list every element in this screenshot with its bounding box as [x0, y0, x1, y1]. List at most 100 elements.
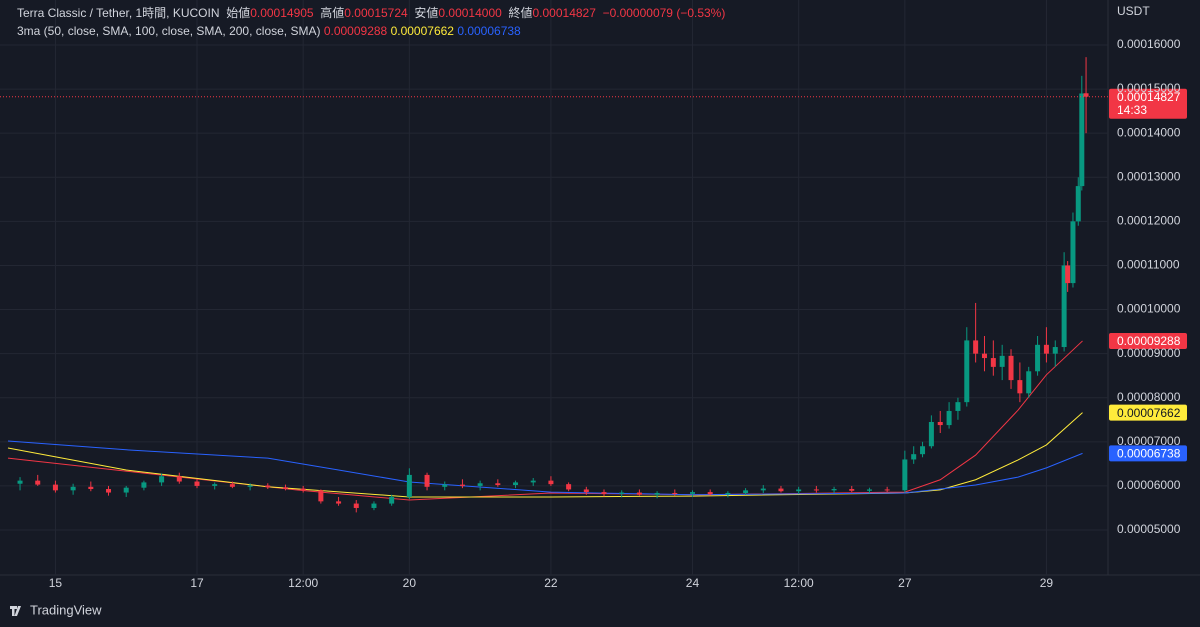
candle-body — [583, 489, 589, 493]
candle-body — [725, 492, 731, 495]
candle-body — [955, 402, 961, 411]
x-tick-label: 20 — [403, 576, 417, 590]
candle-body — [831, 489, 837, 491]
unit-label: USDT — [1117, 4, 1150, 18]
spacer — [502, 6, 509, 20]
ohlc-value: 0.00014905 — [250, 6, 314, 20]
candle-body — [981, 353, 987, 359]
x-tick-label: 24 — [686, 576, 700, 590]
candle-body — [796, 489, 802, 492]
candle-body — [566, 484, 572, 490]
ohlc-label: 始値 — [226, 5, 250, 20]
legend-header: Terra Classic / Tether, 1時間, KUCOIN 始値0.… — [17, 5, 725, 20]
candle-body — [672, 492, 678, 494]
candle-body — [282, 487, 288, 489]
indicator-legend: 3ma (50, close, SMA, 100, close, SMA, 20… — [17, 24, 521, 38]
candle-body — [778, 488, 784, 492]
candle-body — [1052, 347, 1058, 354]
candle-body — [353, 503, 359, 508]
candle-body — [928, 421, 934, 447]
change-pct: (−0.53%) — [676, 6, 725, 20]
candle-body — [973, 340, 979, 354]
candle-body — [548, 480, 554, 485]
ma-price-tag — [1109, 332, 1187, 349]
candle-body — [849, 489, 855, 491]
brand: TradingView — [10, 602, 102, 617]
candle-body — [743, 490, 749, 493]
candle-body — [336, 501, 342, 504]
ohlc-label: 終値 — [508, 5, 532, 20]
ohlc-label: 高値 — [320, 5, 344, 20]
candle-body — [990, 358, 996, 367]
x-tick-label: 29 — [1040, 576, 1054, 590]
ohlc-value: 0.00014000 — [438, 6, 502, 20]
change: −0.00000079 — [603, 6, 674, 20]
overlay: 0.00009288 0.00007662 0.00006738 0.00014827… — [0, 88, 1187, 462]
candle-body — [689, 492, 695, 494]
candle-body — [106, 489, 112, 493]
y-tick-label: 0.00009000 — [1117, 346, 1181, 360]
y-tick-label: 0.00006000 — [1117, 478, 1181, 492]
countdown: 14:33 — [1117, 103, 1147, 117]
indicator-value: 0.00007662 — [391, 24, 455, 38]
candle-body — [654, 492, 660, 495]
candle-body — [176, 476, 182, 482]
x-tick-label: 22 — [544, 576, 558, 590]
ohlc-value: 0.00014827 — [532, 6, 596, 20]
candle-body — [813, 489, 819, 491]
x-tick-label: 17 — [190, 576, 204, 590]
price-tag-label: 0.00014827 — [1117, 90, 1181, 104]
candle-body — [247, 485, 253, 487]
candle-body — [459, 484, 465, 486]
plot — [7, 57, 1089, 513]
candle-body — [1043, 344, 1049, 354]
y-tick-label: 0.00005000 — [1117, 522, 1181, 536]
ma-price-tag — [1109, 445, 1187, 462]
candle-body — [1070, 221, 1076, 284]
y-tick-label: 0.00015000 — [1117, 81, 1181, 95]
candle-body — [999, 355, 1005, 367]
price-tag — [1109, 88, 1187, 119]
candle-body — [265, 485, 271, 488]
candle-body — [35, 480, 41, 485]
y-tick-label: 0.00014000 — [1117, 125, 1181, 139]
candle-body — [212, 484, 218, 486]
y-tick-label: 0.00010000 — [1117, 302, 1181, 316]
candle-body — [866, 489, 872, 491]
ohlc-label: 安値 — [414, 5, 438, 20]
candle-body — [424, 474, 430, 487]
spacer — [408, 6, 415, 20]
ma-price-tag-label: 0.00009288 — [1117, 334, 1181, 348]
ma-price-tag — [1109, 404, 1187, 421]
indicator-name: 3ma (50, close, SMA, 100, close, SMA, 20… — [17, 24, 320, 38]
candle-body — [1061, 265, 1067, 348]
candle-body — [194, 481, 200, 486]
candle-body — [17, 480, 23, 484]
candle-body — [141, 482, 147, 488]
candle-body — [513, 482, 519, 486]
candle-body — [911, 454, 917, 460]
brand-logo — [10, 606, 21, 616]
candle-body — [1026, 371, 1032, 394]
candle-body — [495, 483, 501, 486]
candle-body — [760, 488, 766, 491]
ma-price-tag-label: 0.00007662 — [1117, 406, 1181, 420]
candle-body — [884, 489, 890, 491]
candle-body — [1035, 344, 1041, 372]
y-tick-label: 0.00008000 — [1117, 390, 1181, 404]
ma-line — [7, 412, 1083, 498]
candle-body — [70, 486, 76, 491]
candle-body — [318, 490, 324, 502]
y-tick-label: 0.00012000 — [1117, 214, 1181, 228]
spacer — [314, 6, 321, 20]
indicator-value: 0.00006738 — [457, 24, 521, 38]
spacer — [220, 6, 227, 20]
ohlc-value: 0.00015724 — [344, 6, 408, 20]
candle-body — [902, 459, 908, 491]
candle-body — [123, 487, 129, 493]
brand-name: TradingView — [30, 602, 102, 617]
candle-body — [1079, 93, 1085, 187]
candle-body — [964, 340, 970, 403]
